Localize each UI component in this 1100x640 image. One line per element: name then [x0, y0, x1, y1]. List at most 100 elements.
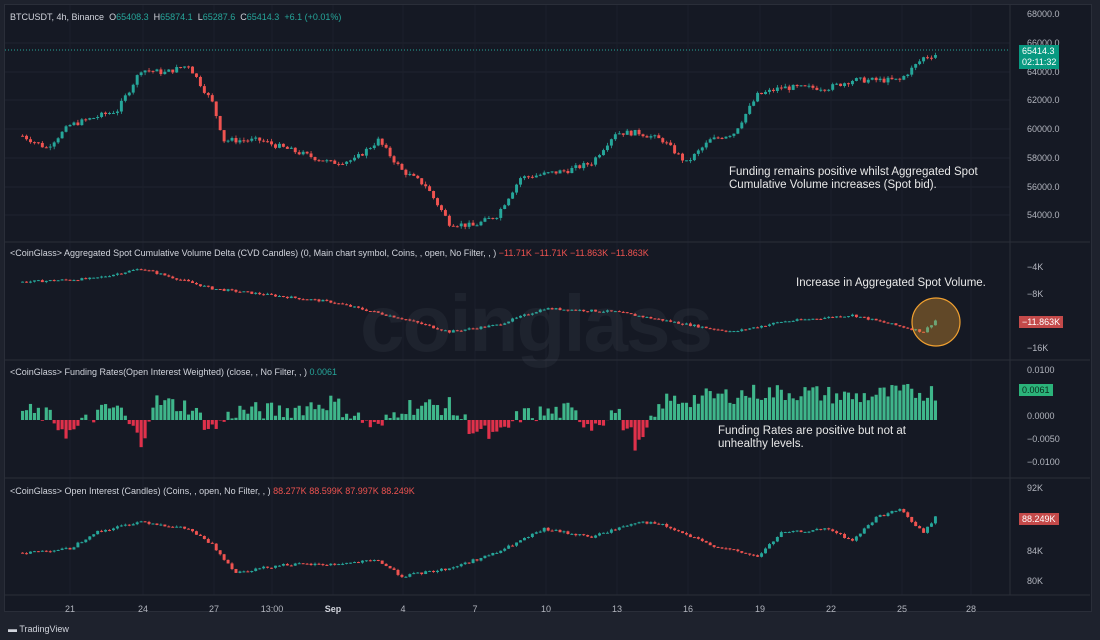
oi-candle	[704, 541, 708, 543]
time-axis-label: 10	[540, 604, 552, 614]
oi-candle	[791, 531, 795, 533]
oi-candle	[301, 563, 305, 565]
funding-bar	[676, 403, 681, 420]
cvd-legend[interactable]: <CoinGlass> Aggregated Spot Cumulative V…	[10, 248, 649, 258]
price-candle	[32, 142, 36, 144]
highlight-circle	[911, 297, 961, 347]
funding-bar	[348, 418, 353, 420]
oi-candle	[309, 563, 313, 566]
oi-candle	[104, 529, 108, 532]
funding-bar	[708, 391, 712, 420]
oi-candle	[609, 529, 613, 533]
funding-legend[interactable]: <CoinGlass> Funding Rates(Open Interest …	[10, 367, 337, 377]
last-price-tag: 65414.3 02:11:32	[1019, 45, 1060, 69]
oi-candle	[357, 562, 360, 564]
cvd-candle	[661, 319, 665, 321]
oi-candle	[700, 538, 704, 542]
cvd-candle	[760, 325, 764, 328]
price-candle	[84, 119, 88, 121]
price-candle	[119, 100, 123, 112]
funding-bar	[704, 388, 708, 420]
oi-candle	[127, 524, 131, 526]
funding-bar	[669, 400, 673, 420]
funding-bar	[392, 412, 396, 420]
tradingview-logo[interactable]: ▬ TradingView	[8, 624, 69, 634]
oi-candle	[202, 535, 206, 540]
cvd-candle	[274, 294, 277, 297]
oi-candle	[843, 533, 847, 539]
oi-candle	[400, 574, 404, 577]
cvd-candle	[847, 316, 850, 318]
cvd-candle	[704, 326, 708, 329]
funding-bar	[103, 404, 108, 420]
cvd-candle	[80, 278, 84, 281]
price-axis-tick: 62000.0	[1027, 95, 1060, 105]
funding-bar	[514, 411, 519, 420]
funding-bar	[56, 420, 60, 431]
cvd-candle	[684, 323, 688, 325]
price-candle	[550, 171, 554, 173]
price-candle	[372, 145, 376, 149]
price-candle	[48, 146, 52, 148]
cvd-candle	[716, 329, 720, 331]
oi-candle	[151, 523, 155, 525]
oi-candle	[194, 531, 198, 535]
price-axis-tick: 56000.0	[1027, 182, 1060, 192]
funding-bar	[700, 395, 704, 420]
cvd-axis-tick: −4K	[1027, 262, 1044, 272]
funding-bar	[538, 406, 542, 420]
oi-legend[interactable]: <CoinGlass> Open Interest (Candles) (Coi…	[10, 486, 415, 496]
price-candle	[329, 160, 333, 162]
cvd-candle	[570, 309, 574, 311]
funding-bar	[854, 393, 858, 420]
time-axis-label: 13	[611, 604, 623, 614]
funding-bar	[412, 414, 416, 420]
price-candle	[392, 156, 396, 163]
oi-candle	[665, 523, 669, 527]
price-candle	[661, 138, 665, 143]
cvd-open: −11.71K	[498, 248, 532, 258]
oi-candle	[649, 522, 653, 524]
funding-bar	[111, 407, 116, 420]
cvd-candle	[337, 303, 341, 305]
tv-logo-icon: ▬	[8, 624, 17, 634]
funding-bar	[566, 402, 570, 420]
funding-bar	[846, 392, 851, 420]
cvd-candle	[384, 314, 388, 316]
price-candle	[246, 140, 250, 142]
price-candle	[222, 130, 226, 142]
symbol-legend[interactable]: BTCUSDT, 4h, Binance O65408.3 H65874.1 L…	[10, 12, 341, 22]
cvd-candle	[815, 318, 819, 320]
funding-bar	[416, 408, 420, 420]
oi-candle	[333, 563, 337, 565]
cvd-candle	[744, 329, 748, 331]
price-candle	[479, 221, 483, 226]
oi-candle	[317, 563, 321, 565]
funding-bar	[238, 405, 242, 420]
oi-candle	[720, 547, 724, 549]
cvd-candle	[475, 328, 479, 330]
cvd-candle	[88, 277, 92, 280]
price-candle	[214, 101, 218, 117]
oi-candle	[819, 528, 823, 530]
oi-candle	[669, 526, 673, 529]
cvd-high: −11.71K	[534, 248, 568, 258]
oi-candle	[92, 534, 96, 537]
funding-bar	[92, 420, 96, 423]
price-candle	[724, 136, 728, 139]
price-candle	[835, 83, 839, 85]
price-candle	[230, 138, 234, 141]
cvd-candle	[582, 309, 586, 312]
funding-bar	[147, 420, 151, 422]
time-axis-label: 27	[208, 604, 220, 614]
cvd-candle	[712, 328, 716, 330]
oi-candle	[163, 524, 167, 527]
funding-bar	[637, 420, 641, 440]
oi-candle	[64, 547, 68, 549]
oi-candle	[123, 524, 127, 526]
funding-bar	[226, 411, 230, 420]
price-candle	[459, 223, 463, 227]
oi-candle	[115, 526, 119, 529]
cvd-candle	[791, 320, 795, 322]
